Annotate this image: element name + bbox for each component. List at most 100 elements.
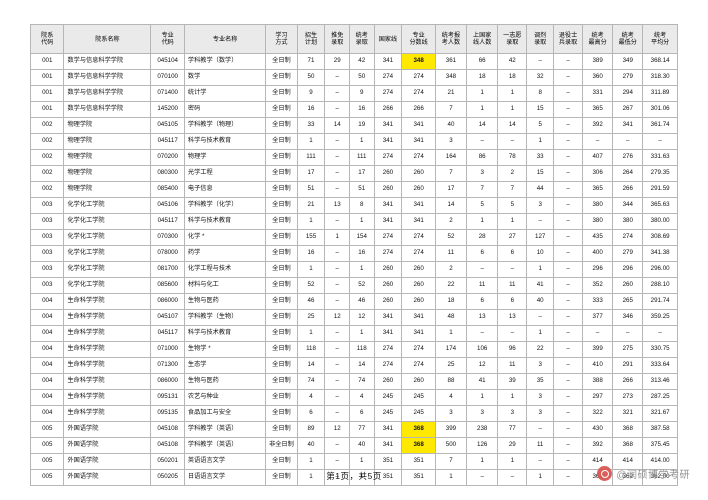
table-cell: 349	[612, 53, 644, 70]
table-cell: 003	[29, 245, 65, 262]
table-cell: 日语语言文学	[183, 469, 267, 486]
table-cell: 化学 *	[183, 229, 267, 246]
table-cell: 46	[296, 293, 326, 310]
table-cell: 1	[296, 213, 326, 230]
table-cell: –	[324, 437, 350, 454]
table-cell: 全日制	[265, 133, 298, 150]
table-cell: 111	[348, 149, 375, 166]
table-cell: 279	[612, 245, 644, 262]
col-header-2: 专业 代码	[150, 24, 185, 54]
table-cell: 农艺与种业	[183, 389, 267, 406]
table-cell: 生命科学学院	[63, 325, 152, 342]
table-cell: 学科教学（化学）	[183, 197, 267, 214]
table-cell: 003	[29, 213, 65, 230]
table-cell: 002	[29, 117, 65, 134]
table-cell: 071400	[150, 85, 185, 102]
table-cell: 40	[296, 437, 326, 454]
table-cell: 7	[434, 165, 468, 182]
table-cell: 050201	[150, 453, 185, 470]
table-cell: 341.38	[642, 245, 678, 262]
table-cell: 12	[324, 421, 350, 438]
table-cell: 全日制	[265, 245, 298, 262]
table-cell: 10	[526, 245, 555, 262]
table-cell: 3	[526, 405, 555, 422]
table-cell: –	[497, 469, 528, 486]
table-cell: 15	[526, 101, 555, 118]
table-cell: –	[324, 293, 350, 310]
col-header-13: 调剂 录取	[526, 24, 555, 54]
table-cell: 1	[348, 325, 375, 342]
table-cell: 341	[373, 437, 403, 454]
table-cell: 11	[497, 277, 528, 294]
table-cell: 化学化工学院	[63, 245, 152, 262]
table-row: 001 数学与信息科学学院 145200 密码 全日制 16–16 266 266 7 1 1 15–…	[29, 101, 678, 118]
table-cell: 118	[348, 341, 375, 358]
table-cell: 66	[466, 53, 499, 70]
table-cell: 27	[497, 229, 528, 246]
table-cell: 食品加工与安全	[183, 405, 267, 422]
table-cell: –	[324, 261, 350, 278]
table-cell: 6	[497, 293, 528, 310]
table-cell: 313.46	[642, 373, 678, 390]
table-cell: 生命科学学院	[63, 293, 152, 310]
table-cell: –	[642, 133, 678, 150]
table-cell: 045107	[150, 309, 185, 326]
table-cell: 9	[348, 85, 375, 102]
table-cell: 380	[582, 197, 614, 214]
table-cell: 410	[582, 357, 614, 374]
table-cell: 001	[29, 85, 65, 102]
table-cell: 274	[373, 229, 403, 246]
table-cell: 生命科学学院	[63, 341, 152, 358]
table-cell: –	[526, 421, 555, 438]
table-cell: 17	[434, 181, 468, 198]
table-cell: 291	[612, 357, 644, 374]
table-cell: 1	[296, 453, 326, 470]
table-cell: 1	[466, 101, 499, 118]
table-cell: 11	[526, 437, 555, 454]
table-cell: 341	[373, 197, 403, 214]
table-cell: 1	[526, 133, 555, 150]
table-cell: –	[526, 309, 555, 326]
table-cell: 6	[296, 405, 326, 422]
table-cell: 3	[497, 405, 528, 422]
table-row: 002 物理学院 045105 学科教学（物理） 全日制 33 14 19 341 341 40 14…	[29, 117, 678, 134]
table-cell: 365	[582, 101, 614, 118]
table-cell: 1	[526, 325, 555, 342]
table-cell: –	[553, 53, 584, 70]
table-cell: 435	[582, 229, 614, 246]
table-cell: 12	[348, 309, 375, 326]
table-cell: 物理学院	[63, 117, 152, 134]
table-cell: 274	[401, 85, 436, 102]
table-cell: –	[497, 325, 528, 342]
table-cell: 002	[29, 165, 65, 182]
table-cell: 341	[373, 309, 403, 326]
table-cell: 260	[373, 293, 403, 310]
table-cell: 物理学院	[63, 181, 152, 198]
table-cell: 22	[434, 277, 468, 294]
table-cell: 344	[612, 197, 644, 214]
table-cell: 267	[612, 101, 644, 118]
table-cell: 1	[296, 325, 326, 342]
table-row: 004 生命科学学院 045117 科学与技术教育 全日制 1–1 341 341 1– –1– –…	[29, 325, 678, 342]
table-cell: 25	[296, 309, 326, 326]
table-cell: 生物与医药	[183, 293, 267, 310]
table-cell: 3	[526, 389, 555, 406]
table-row: 004 生命科学学院 095135 食品加工与安全 全日制 6–6 245 245 3 3 3 3–3…	[29, 405, 678, 422]
table-cell: 260	[373, 181, 403, 198]
table-cell: 74	[296, 373, 326, 390]
table-body: 001 数学与信息科学学院 045104 学科教学（数学） 全日制 71 29 42 341 34…	[29, 53, 678, 486]
table-cell: 全日制	[265, 325, 298, 342]
table-cell: 005	[29, 453, 65, 470]
table-cell: 14	[324, 117, 350, 134]
table-cell: 19	[348, 117, 375, 134]
table-cell: 003	[29, 197, 65, 214]
table-cell: 348	[434, 69, 468, 86]
table-cell: –	[553, 165, 584, 182]
table-cell: 095131	[150, 389, 185, 406]
table-cell: 274	[373, 341, 403, 358]
table-cell: 260	[401, 261, 436, 278]
table-cell: 085400	[150, 181, 185, 198]
table-cell: 004	[29, 309, 65, 326]
spreadsheet-container: 院系 代码 院系名称 专业 代码 专业名称 学习 方式 招生 计划 推免 录取 统考 录取 …	[29, 24, 678, 486]
table-cell: 331.63	[642, 149, 678, 166]
